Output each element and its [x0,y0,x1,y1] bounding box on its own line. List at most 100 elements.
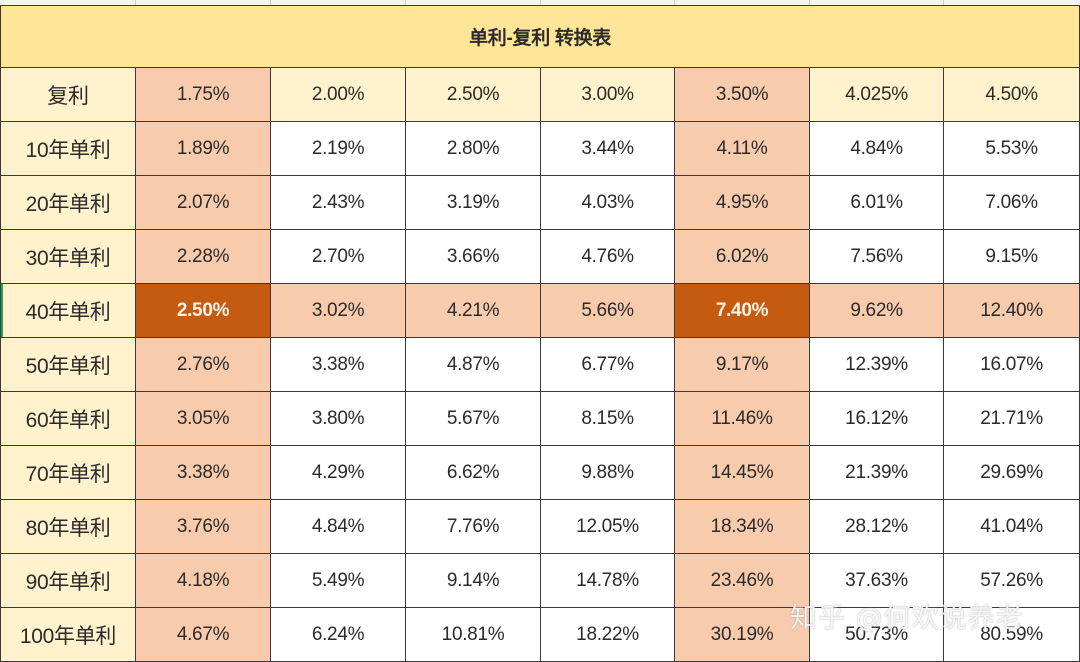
rate-cell[interactable]: 3.80% [270,391,406,446]
rate-cell[interactable]: 7.76% [405,499,541,554]
rate-cell[interactable]: 57.26% [942,553,1080,608]
rate-cell[interactable]: 12.39% [809,337,944,392]
grid-tick [674,0,675,5]
rate-cell[interactable]: 3.38% [135,445,271,500]
rate-cell[interactable]: 23.46% [674,553,810,608]
rate-cell[interactable]: 29.69% [942,445,1080,500]
header-label-compound[interactable]: 复利 [0,67,136,122]
rate-cell[interactable]: 16.07% [942,337,1080,392]
rate-cell[interactable]: 4.67% [135,607,271,662]
highlighted-rate-cell[interactable]: 7.40% [674,283,810,338]
rate-cell[interactable]: 3.02% [270,283,406,338]
rate-cell[interactable]: 10.81% [405,607,541,662]
rate-cell[interactable]: 5.67% [405,391,541,446]
rate-cell[interactable]: 4.18% [135,553,271,608]
table-row: 20年单利 2.07% 2.43% 3.19% 4.03% 4.95% 6.01% 7.06% [0,175,1080,230]
rate-cell[interactable]: 3.38% [270,337,406,392]
table-row: 80年单利 3.76% 4.84% 7.76% 12.05% 18.34% 28.12% 41… [0,499,1080,554]
rate-cell[interactable]: 14.45% [674,445,810,500]
compound-rate-cell[interactable]: 4.025% [809,67,944,122]
rate-cell[interactable]: 12.40% [942,283,1080,338]
rate-cell[interactable]: 5.53% [942,121,1080,176]
rate-cell[interactable]: 3.66% [405,229,541,284]
row-label-simple-interest-years[interactable]: 90年单利 [0,553,136,608]
highlighted-rate-cell[interactable]: 2.50% [135,283,271,338]
row-label-simple-interest-years[interactable]: 20年单利 [0,175,136,230]
rate-cell[interactable]: 80.59% [942,607,1080,662]
row-label-simple-interest-years[interactable]: 30年单利 [0,229,136,284]
rate-cell[interactable]: 2.80% [405,121,541,176]
rate-cell[interactable]: 37.63% [809,553,944,608]
compound-rate-cell[interactable]: 2.00% [270,67,406,122]
row-label-simple-interest-years[interactable]: 80年单利 [0,499,136,554]
rate-cell[interactable]: 4.87% [405,337,541,392]
rate-cell[interactable]: 14.78% [540,553,675,608]
rate-cell[interactable]: 4.95% [674,175,810,230]
rate-cell[interactable]: 4.84% [270,499,406,554]
rate-cell[interactable]: 2.43% [270,175,406,230]
rate-cell[interactable]: 2.70% [270,229,406,284]
rate-cell[interactable]: 21.71% [942,391,1080,446]
rate-cell[interactable]: 18.34% [674,499,810,554]
rate-cell[interactable]: 3.76% [135,499,271,554]
rate-cell[interactable]: 12.05% [540,499,675,554]
grid-tick [135,0,136,5]
rate-cell[interactable]: 3.44% [540,121,675,176]
rate-cell[interactable]: 4.03% [540,175,675,230]
row-label-simple-interest-years[interactable]: 50年单利 [0,337,136,392]
rate-cell[interactable]: 9.14% [405,553,541,608]
rate-cell[interactable]: 9.15% [942,229,1080,284]
rate-cell[interactable]: 41.04% [942,499,1080,554]
row-label-simple-interest-years[interactable]: 60年单利 [0,391,136,446]
rate-cell[interactable]: 5.49% [270,553,406,608]
table-row: 30年单利 2.28% 2.70% 3.66% 4.76% 6.02% 7.56% 9.15% [0,229,1080,284]
table-row: 60年单利 3.05% 3.80% 5.67% 8.15% 11.46% 16.12% 21.… [0,391,1080,446]
rate-cell[interactable]: 2.28% [135,229,271,284]
rate-cell[interactable]: 1.89% [135,121,271,176]
compound-rate-cell[interactable]: 4.50% [942,67,1080,122]
compound-rate-cell[interactable]: 1.75% [135,67,271,122]
row-label-simple-interest-years[interactable]: 10年单利 [0,121,136,176]
rate-cell[interactable]: 4.76% [540,229,675,284]
rate-cell[interactable]: 2.19% [270,121,406,176]
grid-tick [943,0,944,5]
compound-rate-cell[interactable]: 3.50% [674,67,810,122]
row-label-simple-interest-years[interactable]: 40年单利 [0,283,136,338]
rate-cell[interactable]: 2.76% [135,337,271,392]
rate-cell[interactable]: 3.05% [135,391,271,446]
rate-cell[interactable]: 21.39% [809,445,944,500]
grid-tick [809,0,810,5]
compound-rate-cell[interactable]: 3.00% [540,67,675,122]
rate-cell[interactable]: 7.06% [942,175,1080,230]
rate-cell[interactable]: 30.19% [674,607,810,662]
rate-cell[interactable]: 6.24% [270,607,406,662]
rate-cell[interactable]: 18.22% [540,607,675,662]
rate-cell[interactable]: 2.07% [135,175,271,230]
rate-cell[interactable]: 3.19% [405,175,541,230]
rate-cell[interactable]: 9.88% [540,445,675,500]
rate-cell[interactable]: 4.29% [270,445,406,500]
rate-cell[interactable]: 6.01% [809,175,944,230]
rate-cell[interactable]: 6.62% [405,445,541,500]
row-label-simple-interest-years[interactable]: 100年单利 [0,607,136,662]
table-row: 70年单利 3.38% 4.29% 6.62% 9.88% 14.45% 21.39% 29.… [0,445,1080,500]
rate-cell[interactable]: 4.21% [405,283,541,338]
rate-cell[interactable]: 8.15% [540,391,675,446]
rate-cell[interactable]: 6.02% [674,229,810,284]
rate-cell[interactable]: 7.56% [809,229,944,284]
rate-cell[interactable]: 9.62% [809,283,944,338]
rate-cell[interactable]: 28.12% [809,499,944,554]
rate-cell[interactable]: 50.73% [809,607,944,662]
grid-tick [540,0,541,5]
rate-cell[interactable]: 4.11% [674,121,810,176]
table-title[interactable]: 单利-复利 转换表 [0,5,1080,68]
rate-cell[interactable]: 11.46% [674,391,810,446]
rate-cell[interactable]: 16.12% [809,391,944,446]
rate-cell[interactable]: 4.84% [809,121,944,176]
rate-cell[interactable]: 9.17% [674,337,810,392]
rate-cell[interactable]: 5.66% [540,283,675,338]
row-label-simple-interest-years[interactable]: 70年单利 [0,445,136,500]
table-row: 100年单利 4.67% 6.24% 10.81% 18.22% 30.19% 50.73%… [0,607,1080,662]
compound-rate-cell[interactable]: 2.50% [405,67,541,122]
rate-cell[interactable]: 6.77% [540,337,675,392]
